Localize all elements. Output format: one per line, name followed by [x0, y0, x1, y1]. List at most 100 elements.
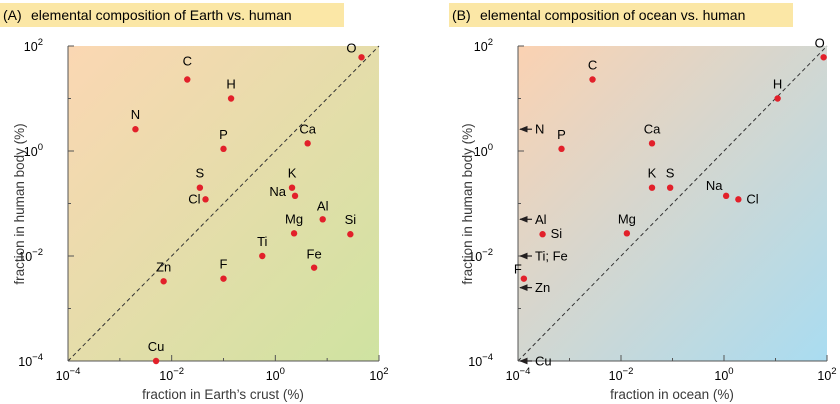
panel-a-points: O C H N P Ca KNa S Cl Al Si Mg Ti Fe F Zn Cu — [131, 40, 365, 365]
panel-a-xlabel: fraction in Earth’s crust (%) — [142, 387, 304, 402]
point-label-k: K — [288, 166, 297, 181]
panel-a-title-bg — [0, 3, 344, 27]
y-tick-label: 10−4 — [18, 352, 43, 369]
panel-a-tag: (A) — [3, 7, 22, 23]
point-f — [220, 275, 227, 282]
panel-a: (A) elemental composition of Earth vs. h… — [0, 3, 389, 402]
point-label-na: Na — [269, 184, 286, 199]
y-tick-label: 10−2 — [468, 247, 493, 264]
panel-b-ylabel: fraction in human body (%) — [460, 123, 475, 284]
point-label-fe: Fe — [307, 247, 322, 262]
point-label-ca: Ca — [644, 121, 661, 136]
point-p — [558, 145, 565, 153]
panel-a-ylabel: fraction in human body (%) — [12, 123, 27, 284]
point-si — [539, 231, 546, 238]
point-label-o: O — [346, 40, 356, 55]
point-fe — [310, 264, 318, 271]
point-label-o: O — [815, 35, 825, 50]
point-si — [347, 231, 354, 238]
axis-marker-label: Zn — [535, 280, 550, 295]
panel-b-axis-markers: N Al Ti; Fe Zn Cu — [519, 122, 568, 369]
axis-marker-label: Ti; Fe — [535, 249, 568, 264]
point-cl — [735, 196, 742, 203]
point-cu — [152, 357, 160, 365]
point-label-na: Na — [706, 178, 723, 193]
point-label-ti: Ti — [257, 234, 267, 249]
point-label-mg: Mg — [618, 211, 636, 226]
x-tick-label: 102 — [817, 366, 836, 383]
point-label-cu: Cu — [148, 339, 165, 354]
point-k — [288, 184, 296, 191]
point-h — [774, 95, 781, 102]
point-c — [589, 76, 596, 83]
y-tick-label: 100 — [24, 142, 43, 159]
y-tick-label: 102 — [24, 37, 43, 54]
axis-marker-label: Al — [535, 212, 547, 227]
x-tick-label: 10−2 — [159, 366, 184, 383]
point-p — [220, 145, 227, 153]
axis-marker-label: Cu — [535, 354, 552, 369]
y-tick-label: 100 — [474, 142, 493, 159]
panel-b-points: O C H P Ca K S Na Cl Si Mg F — [514, 35, 827, 282]
point-na — [722, 192, 730, 200]
panel-b-title: elemental composition of ocean vs. human — [480, 7, 745, 23]
point-label-n: N — [131, 107, 140, 122]
panel-b-tag: (B) — [452, 7, 471, 23]
point-s — [196, 184, 204, 191]
panel-a-title: elemental composition of Earth vs. human — [31, 7, 292, 23]
x-tick-label: 102 — [369, 366, 388, 383]
x-tick-label: 10−2 — [609, 366, 634, 383]
point-mg — [290, 230, 298, 237]
axis-marker-label: N — [535, 122, 544, 137]
point-ca — [648, 140, 656, 147]
point-label-f: F — [220, 257, 228, 272]
point-c — [184, 76, 191, 83]
x-tick-label: 100 — [266, 366, 285, 383]
y-tick-label: 102 — [474, 37, 493, 54]
point-s — [666, 184, 674, 191]
point-mg — [623, 230, 631, 237]
point-label-mg: Mg — [285, 211, 303, 226]
point-label-h: H — [226, 77, 235, 92]
x-tick-label: 10−4 — [506, 366, 531, 383]
point-label-cl: Cl — [188, 191, 200, 206]
point-o — [358, 54, 365, 61]
point-label-cl: Cl — [746, 191, 758, 206]
point-label-p: P — [219, 127, 228, 142]
x-tick-label: 100 — [714, 366, 733, 383]
panel-a-ticks: 10−4 10−2 100 102 10−4 10−2 100 102 — [18, 37, 388, 383]
point-label-k: K — [648, 166, 657, 181]
panel-b-title-bg — [449, 3, 793, 27]
point-label-c: C — [183, 54, 192, 69]
point-f — [520, 275, 528, 282]
panel-b: (B) elemental composition of ocean vs. h… — [449, 3, 837, 402]
point-k — [648, 184, 656, 191]
point-label-al: Al — [317, 198, 329, 213]
point-zn — [160, 278, 167, 285]
point-label-si: Si — [345, 212, 357, 227]
point-label-f: F — [514, 262, 522, 277]
point-ti — [259, 252, 266, 260]
panel-b-ticks: 10−4 10−2 100 102 10−4 10−2 100 102 — [468, 37, 836, 383]
y-tick-label: 10−2 — [18, 247, 43, 264]
y-tick-label: 10−4 — [468, 352, 493, 369]
point-label-ca: Ca — [299, 121, 316, 136]
point-label-zn: Zn — [156, 259, 171, 274]
point-o — [820, 54, 827, 61]
point-label-h: H — [773, 77, 782, 92]
point-al — [319, 216, 326, 223]
point-na — [291, 192, 299, 200]
point-label-p: P — [557, 127, 566, 142]
point-h — [227, 95, 235, 102]
x-tick-label: 10−4 — [56, 366, 81, 383]
point-cl — [202, 196, 209, 203]
point-label-s: S — [666, 166, 675, 181]
point-label-si: Si — [551, 226, 563, 241]
point-ca — [304, 140, 311, 147]
point-label-c: C — [588, 58, 597, 73]
panel-a-diagonal — [67, 45, 380, 362]
panel-b-xlabel: fraction in ocean (%) — [610, 387, 734, 402]
point-n — [132, 126, 139, 133]
point-label-s: S — [196, 166, 205, 181]
